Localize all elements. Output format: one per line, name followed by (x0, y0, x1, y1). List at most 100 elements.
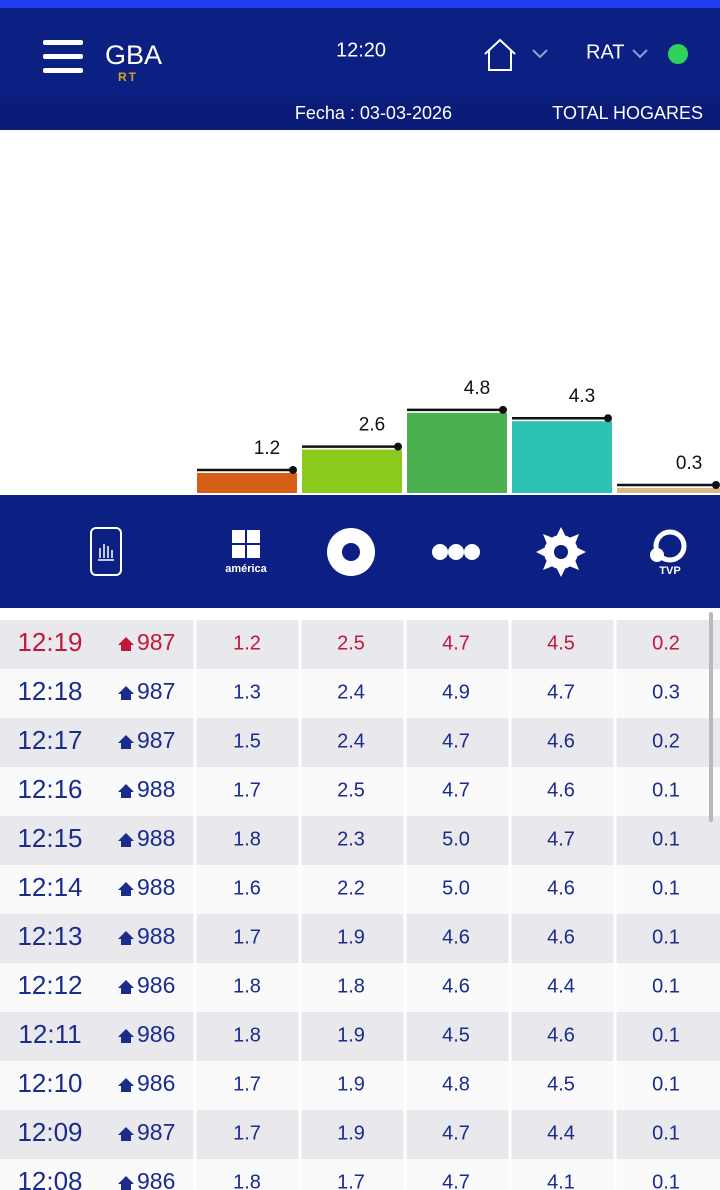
cell: 1.9 (337, 1073, 365, 1095)
cell: 1.7 (337, 1171, 365, 1190)
value-label: 1.2 (254, 438, 280, 459)
cell: 12:12 (17, 970, 82, 1000)
brand-sub: RT (118, 70, 138, 84)
metric-chevron[interactable] (632, 49, 648, 59)
cell: 0.1 (652, 1073, 680, 1095)
cell: 986 (137, 1021, 175, 1047)
cell: 0.1 (652, 1171, 680, 1190)
home-icon (118, 686, 134, 700)
cell: 1.5 (233, 730, 261, 752)
home-icon (118, 931, 134, 945)
cell: 0.1 (652, 1122, 680, 1144)
home-icon (118, 784, 134, 798)
menu-button[interactable] (43, 40, 83, 73)
scrollbar[interactable] (709, 612, 713, 822)
channel-dots[interactable] (432, 544, 480, 560)
cell: 0.1 (652, 828, 680, 850)
cell: 1.8 (233, 1171, 261, 1190)
cell: 1.9 (337, 1122, 365, 1144)
cell: 987 (137, 678, 175, 704)
home-icon (118, 833, 134, 847)
bar (302, 449, 402, 493)
cell: 4.5 (547, 1073, 575, 1095)
cell: 4.5 (442, 1024, 470, 1046)
home-icon (118, 735, 134, 749)
cell: 0.2 (652, 632, 680, 654)
cell: 4.6 (547, 730, 575, 752)
home-icon (118, 1029, 134, 1043)
status-dot (668, 44, 688, 64)
cell: 1.8 (233, 975, 261, 997)
cell: 12:10 (17, 1068, 82, 1098)
cell: 12:14 (17, 872, 82, 902)
cell: 986 (137, 1070, 175, 1096)
bar (407, 412, 507, 493)
home-icon (118, 637, 134, 651)
cell: 1.7 (233, 926, 261, 948)
cell: 0.2 (652, 730, 680, 752)
cell: 4.6 (442, 975, 470, 997)
cell: 4.7 (442, 730, 470, 752)
cell: 1.9 (337, 1024, 365, 1046)
bar (617, 487, 720, 493)
chart: 1.2 2.6 4.8 4.3 0.3 (197, 378, 720, 493)
top-strip (0, 0, 720, 8)
cell: 1.2 (233, 632, 261, 654)
cell: 1.8 (337, 975, 365, 997)
channel-label: TVP (659, 565, 680, 577)
cell: 2.4 (337, 730, 365, 752)
cell: 4.7 (547, 828, 575, 850)
cell: 1.7 (233, 1073, 261, 1095)
cell: 986 (137, 1168, 175, 1190)
cell: 12:08 (17, 1166, 82, 1190)
value-label: 0.3 (676, 453, 702, 474)
cell: 4.7 (547, 681, 575, 703)
metric-selector[interactable]: RAT (586, 41, 625, 63)
cell: 988 (137, 874, 175, 900)
home-icon (118, 882, 134, 896)
subheader (0, 97, 720, 130)
row-bg (0, 1159, 720, 1190)
home-icon (118, 1176, 134, 1190)
cell: 4.4 (547, 975, 575, 997)
cell: 2.4 (337, 681, 365, 703)
cell: 12:19 (17, 627, 82, 657)
home-button[interactable] (484, 38, 548, 71)
cell: 1.6 (233, 877, 261, 899)
cell: 988 (137, 776, 175, 802)
cell: 4.7 (442, 1171, 470, 1190)
channel-sun[interactable] (536, 527, 586, 577)
value-label: 4.8 (464, 378, 490, 399)
brand: GBA (105, 40, 162, 70)
cell: 1.8 (233, 1024, 261, 1046)
cell: 4.8 (442, 1073, 470, 1095)
cell: 4.7 (442, 779, 470, 801)
cell: 0.1 (652, 877, 680, 899)
cell: 0.1 (652, 926, 680, 948)
channel-ring[interactable] (327, 528, 375, 576)
cell: 987 (137, 727, 175, 753)
cell: 2.5 (337, 779, 365, 801)
cell: 1.7 (233, 1122, 261, 1144)
date: Fecha : 03-03-2026 (295, 103, 452, 123)
clock: 12:20 (336, 39, 386, 61)
cell: 0.1 (652, 975, 680, 997)
trend-end (712, 480, 720, 489)
cell: 2.3 (337, 828, 365, 850)
trend-end (604, 414, 612, 423)
bar (512, 421, 612, 493)
table: 12:19 987 1.2 2.5 4.7 4.5 0.2 12:18 987 1.3 2.4 4.9… (0, 618, 720, 1190)
cell: 2.2 (337, 877, 365, 899)
channel-america[interactable]: américa (225, 530, 268, 575)
channel-summary[interactable] (90, 527, 122, 576)
cell: 988 (137, 923, 175, 949)
cell: 12:09 (17, 1117, 82, 1147)
home-icon (118, 980, 134, 994)
cell: 4.6 (547, 877, 575, 899)
cell: 12:13 (17, 921, 82, 951)
trend-end (289, 465, 297, 474)
home-icon (118, 1078, 134, 1092)
channel-tvp[interactable]: TVP (650, 529, 687, 577)
